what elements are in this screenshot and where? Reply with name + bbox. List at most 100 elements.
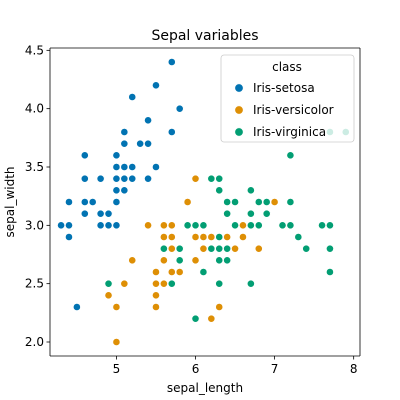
data-point	[152, 81, 160, 90]
data-point	[207, 244, 216, 253]
y-tick-label: 2.0	[25, 335, 44, 349]
data-point	[167, 244, 176, 253]
data-point	[175, 256, 184, 265]
data-point	[152, 268, 160, 276]
data-point	[207, 174, 216, 183]
x-axis-label: sepal_length	[167, 381, 243, 395]
data-point	[88, 198, 97, 206]
data-point	[152, 279, 160, 288]
data-point	[215, 186, 224, 195]
data-point	[167, 233, 176, 241]
data-point	[112, 338, 121, 346]
data-point	[207, 314, 216, 323]
data-point	[120, 163, 129, 171]
data-point	[223, 244, 232, 253]
data-point	[302, 244, 311, 253]
data-point	[215, 174, 224, 183]
data-point	[128, 93, 137, 101]
data-point	[326, 244, 334, 253]
data-point	[239, 233, 247, 241]
data-point	[112, 186, 121, 195]
data-point	[239, 221, 247, 230]
data-point	[112, 221, 121, 230]
data-point	[215, 256, 224, 265]
data-point	[223, 256, 232, 265]
data-point	[231, 244, 239, 253]
data-point	[144, 221, 152, 230]
data-point	[112, 174, 121, 183]
data-point	[159, 233, 168, 241]
data-point	[120, 128, 129, 136]
plot-frame	[49, 47, 361, 357]
data-point	[104, 291, 113, 300]
x-tick-label: 5	[113, 362, 121, 376]
data-point	[254, 198, 263, 206]
data-point	[144, 116, 152, 125]
x-tick-label: 7	[271, 362, 279, 376]
legend-marker	[234, 83, 244, 93]
legend-label: Iris-versicolor	[253, 103, 334, 117]
data-point	[80, 209, 89, 218]
data-point	[246, 209, 255, 218]
y-tick-label: 4.5	[25, 43, 44, 57]
x-tick-label: 6	[192, 362, 200, 376]
legend-marker	[234, 105, 244, 115]
data-point	[286, 198, 295, 206]
data-point	[326, 221, 334, 230]
data-point	[167, 268, 176, 276]
data-point	[80, 198, 89, 206]
data-point	[120, 174, 129, 183]
data-point	[80, 174, 89, 183]
data-point	[57, 221, 65, 230]
data-point	[191, 174, 200, 183]
data-point	[72, 303, 81, 311]
data-point	[167, 58, 176, 66]
data-point	[326, 268, 334, 276]
data-point	[159, 244, 168, 253]
data-point	[215, 303, 224, 311]
data-point	[294, 233, 303, 241]
data-point	[120, 139, 129, 148]
data-point	[215, 279, 224, 288]
legend-box	[220, 54, 355, 143]
data-point	[199, 268, 208, 276]
data-point	[152, 163, 160, 171]
y-axis-ticks: 2.0 2.5 3.0 3.5 4.0 4.5	[25, 43, 50, 349]
data-point	[231, 221, 239, 230]
data-point	[191, 256, 200, 265]
data-point	[223, 233, 232, 241]
points-layer	[57, 58, 350, 346]
data-point	[183, 221, 192, 230]
legend-label: Iris-setosa	[253, 81, 315, 95]
data-point	[65, 221, 73, 230]
data-point	[191, 314, 200, 323]
data-point	[104, 209, 113, 218]
data-point	[120, 279, 129, 288]
y-tick-label: 3.0	[25, 218, 44, 232]
data-point	[65, 198, 73, 206]
data-point	[175, 244, 184, 253]
data-point	[167, 128, 176, 136]
data-point	[270, 198, 279, 206]
data-point	[112, 163, 121, 171]
x-axis-ticks: 5 6 7 8	[113, 356, 357, 376]
data-point	[215, 233, 224, 241]
data-point	[262, 198, 271, 206]
data-point	[262, 209, 271, 218]
data-point	[159, 256, 168, 265]
y-tick-label: 4.0	[25, 102, 44, 116]
data-point	[128, 163, 137, 171]
data-point	[80, 151, 89, 160]
data-point	[254, 244, 263, 253]
chart-title: Sepal variables	[151, 28, 258, 44]
data-point	[96, 209, 105, 218]
legend-marker	[234, 127, 244, 137]
legend-label: Iris-virginica	[253, 125, 326, 139]
data-point	[152, 303, 160, 311]
data-point	[152, 291, 160, 300]
data-point	[223, 198, 232, 206]
data-point	[183, 198, 192, 206]
data-point	[128, 256, 137, 265]
data-point	[144, 174, 152, 183]
